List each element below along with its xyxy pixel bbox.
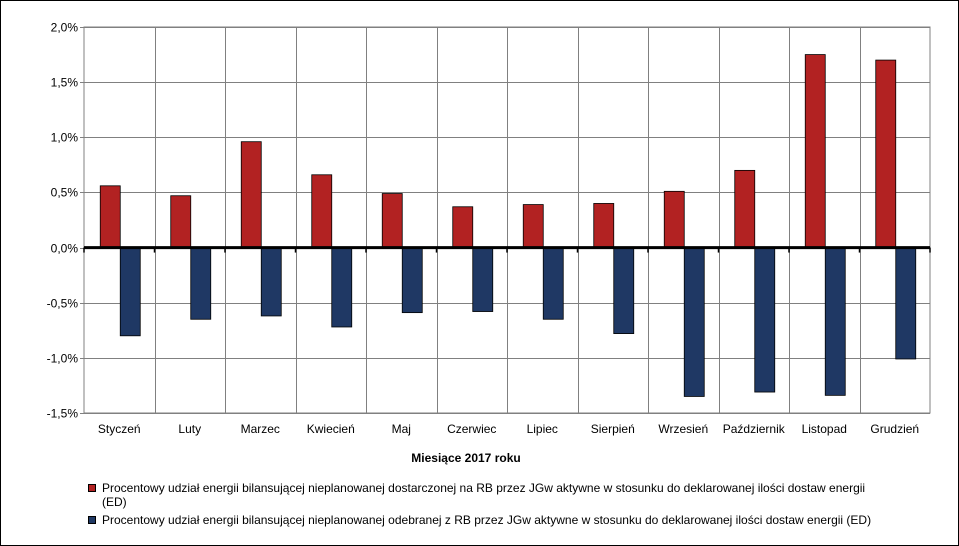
bar-received <box>683 247 705 397</box>
bar-received <box>895 247 917 360</box>
bar-received <box>190 247 212 320</box>
y-tick-label: 1,0% <box>51 131 79 145</box>
legend-item-received: Procentowy udział energii bilansującej n… <box>88 513 888 527</box>
x-tick-label: Październik <box>723 422 786 436</box>
bar-received <box>613 247 635 334</box>
bar-delivered <box>99 185 121 248</box>
x-axis-title: Miesiące 2017 roku <box>411 451 520 465</box>
legend-swatch-delivered <box>88 484 96 492</box>
y-tick-label: 1,5% <box>51 76 79 90</box>
legend-swatch-received <box>88 516 96 524</box>
x-tick-label: Maj <box>392 422 411 436</box>
x-tick-label: Marzec <box>241 422 280 436</box>
legend-label-delivered: Procentowy udział energii bilansującej n… <box>102 481 866 509</box>
bar-delivered <box>522 204 544 248</box>
bar-received <box>331 247 353 328</box>
bar-delivered <box>311 174 333 248</box>
legend-label-received: Procentowy udział energii bilansującej n… <box>102 513 872 527</box>
bar-received <box>754 247 776 393</box>
bar-received <box>119 247 141 337</box>
bar-delivered <box>170 195 192 248</box>
x-tick-label: Sierpień <box>591 422 635 436</box>
x-tick-label: Lipiec <box>527 422 558 436</box>
bar-delivered <box>240 141 262 248</box>
bar-delivered <box>734 169 756 248</box>
bar-delivered <box>663 190 685 248</box>
x-tick-label: Styczeń <box>98 422 141 436</box>
y-tick-label: 0,5% <box>51 186 79 200</box>
bar-received <box>401 247 423 314</box>
bar-received <box>472 247 494 312</box>
x-tick-label: Luty <box>178 422 201 436</box>
y-tick-label: -0,5% <box>47 297 79 311</box>
bar-delivered <box>804 54 826 248</box>
x-tick-label: Wrzesień <box>658 422 708 436</box>
bar-delivered <box>381 193 403 248</box>
bar-received <box>542 247 564 320</box>
bar-received <box>824 247 846 396</box>
bar-delivered <box>452 206 474 248</box>
bar-delivered <box>593 203 615 248</box>
x-tick-label: Kwiecień <box>307 422 355 436</box>
y-tick-label: 2,0% <box>51 21 79 35</box>
legend-item-delivered: Procentowy udział energii bilansującej n… <box>88 481 888 509</box>
x-tick-label: Czerwiec <box>447 422 496 436</box>
x-tick-label: Grudzień <box>870 422 919 436</box>
y-tick-label: 0,0% <box>51 242 79 256</box>
bar-delivered <box>875 59 897 248</box>
y-tick-label: -1,5% <box>47 407 79 421</box>
legend: Procentowy udział energii bilansującej n… <box>88 481 888 531</box>
x-tick-label: Listopad <box>802 422 847 436</box>
y-tick-label: -1,0% <box>47 352 79 366</box>
bar-received <box>260 247 282 317</box>
